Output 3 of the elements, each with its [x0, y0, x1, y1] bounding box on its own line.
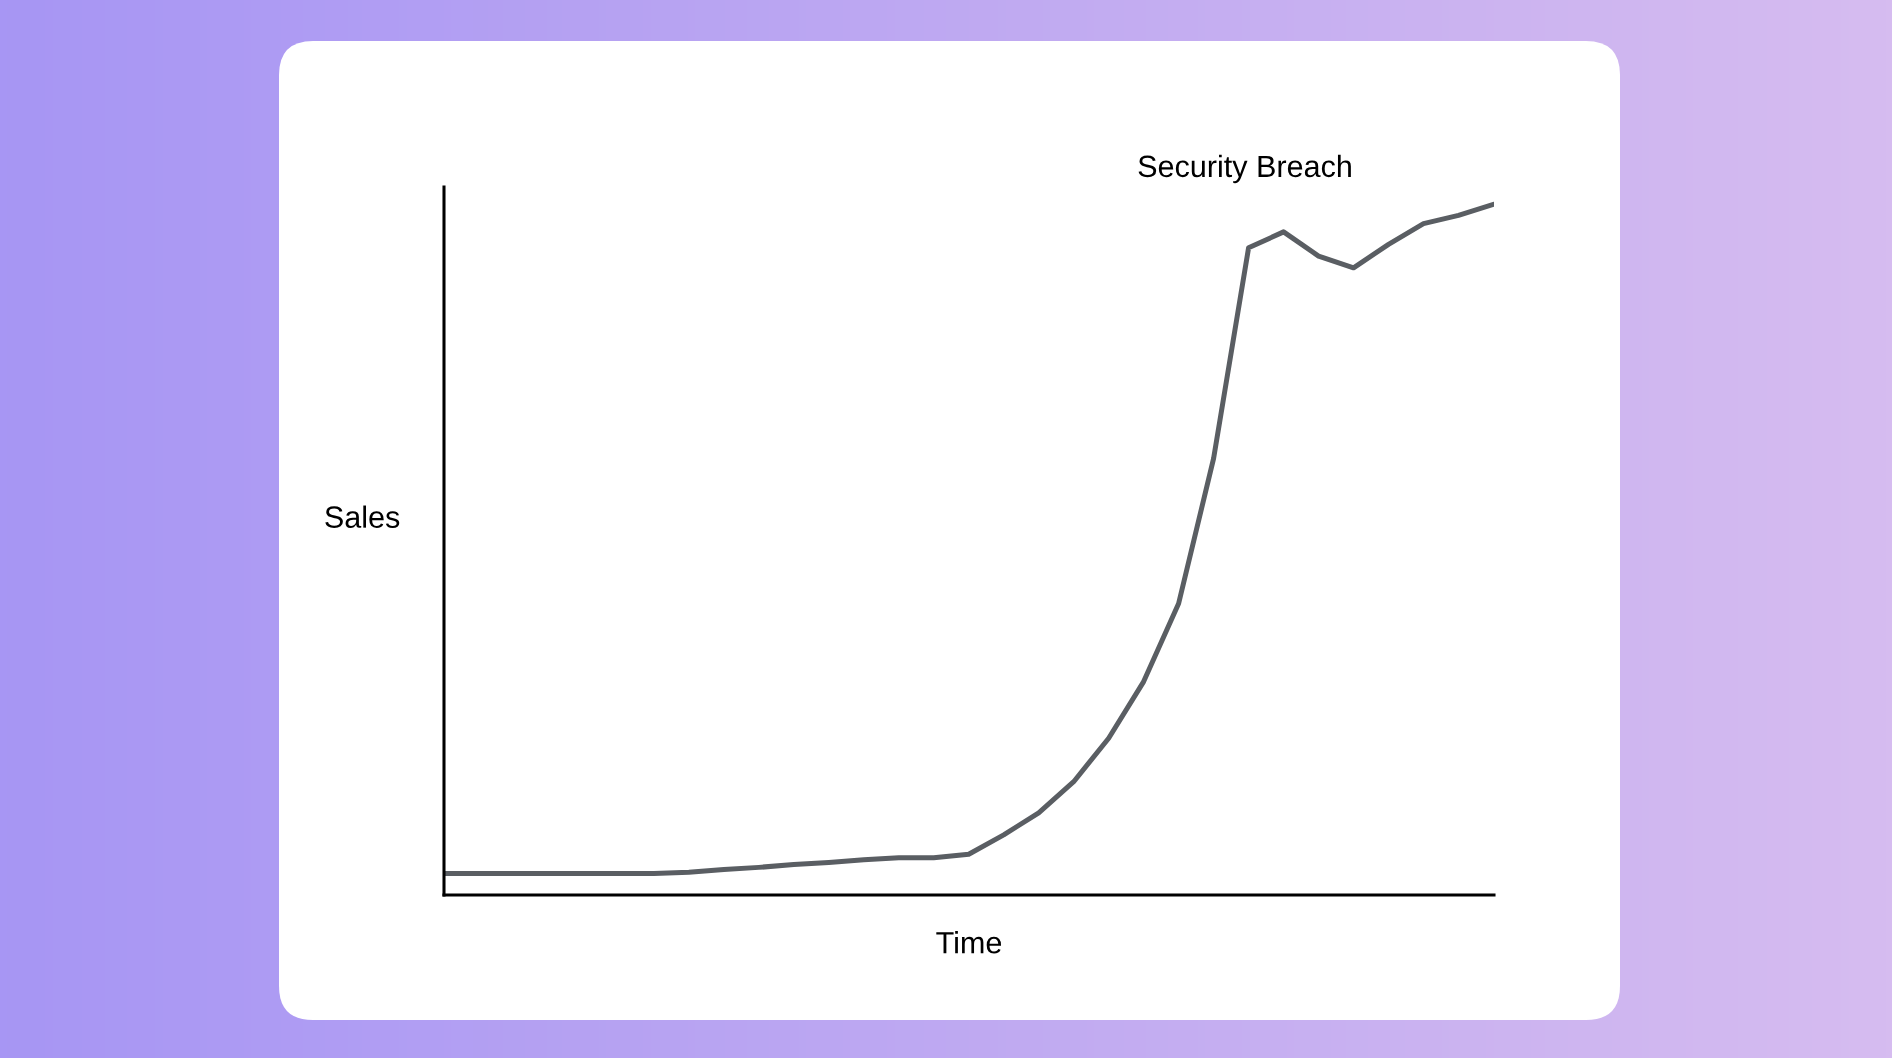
y-axis-title: Sales	[325, 505, 400, 528]
text: Security Breach	[1138, 154, 1351, 184]
x-axis-title: Time	[936, 931, 1002, 954]
